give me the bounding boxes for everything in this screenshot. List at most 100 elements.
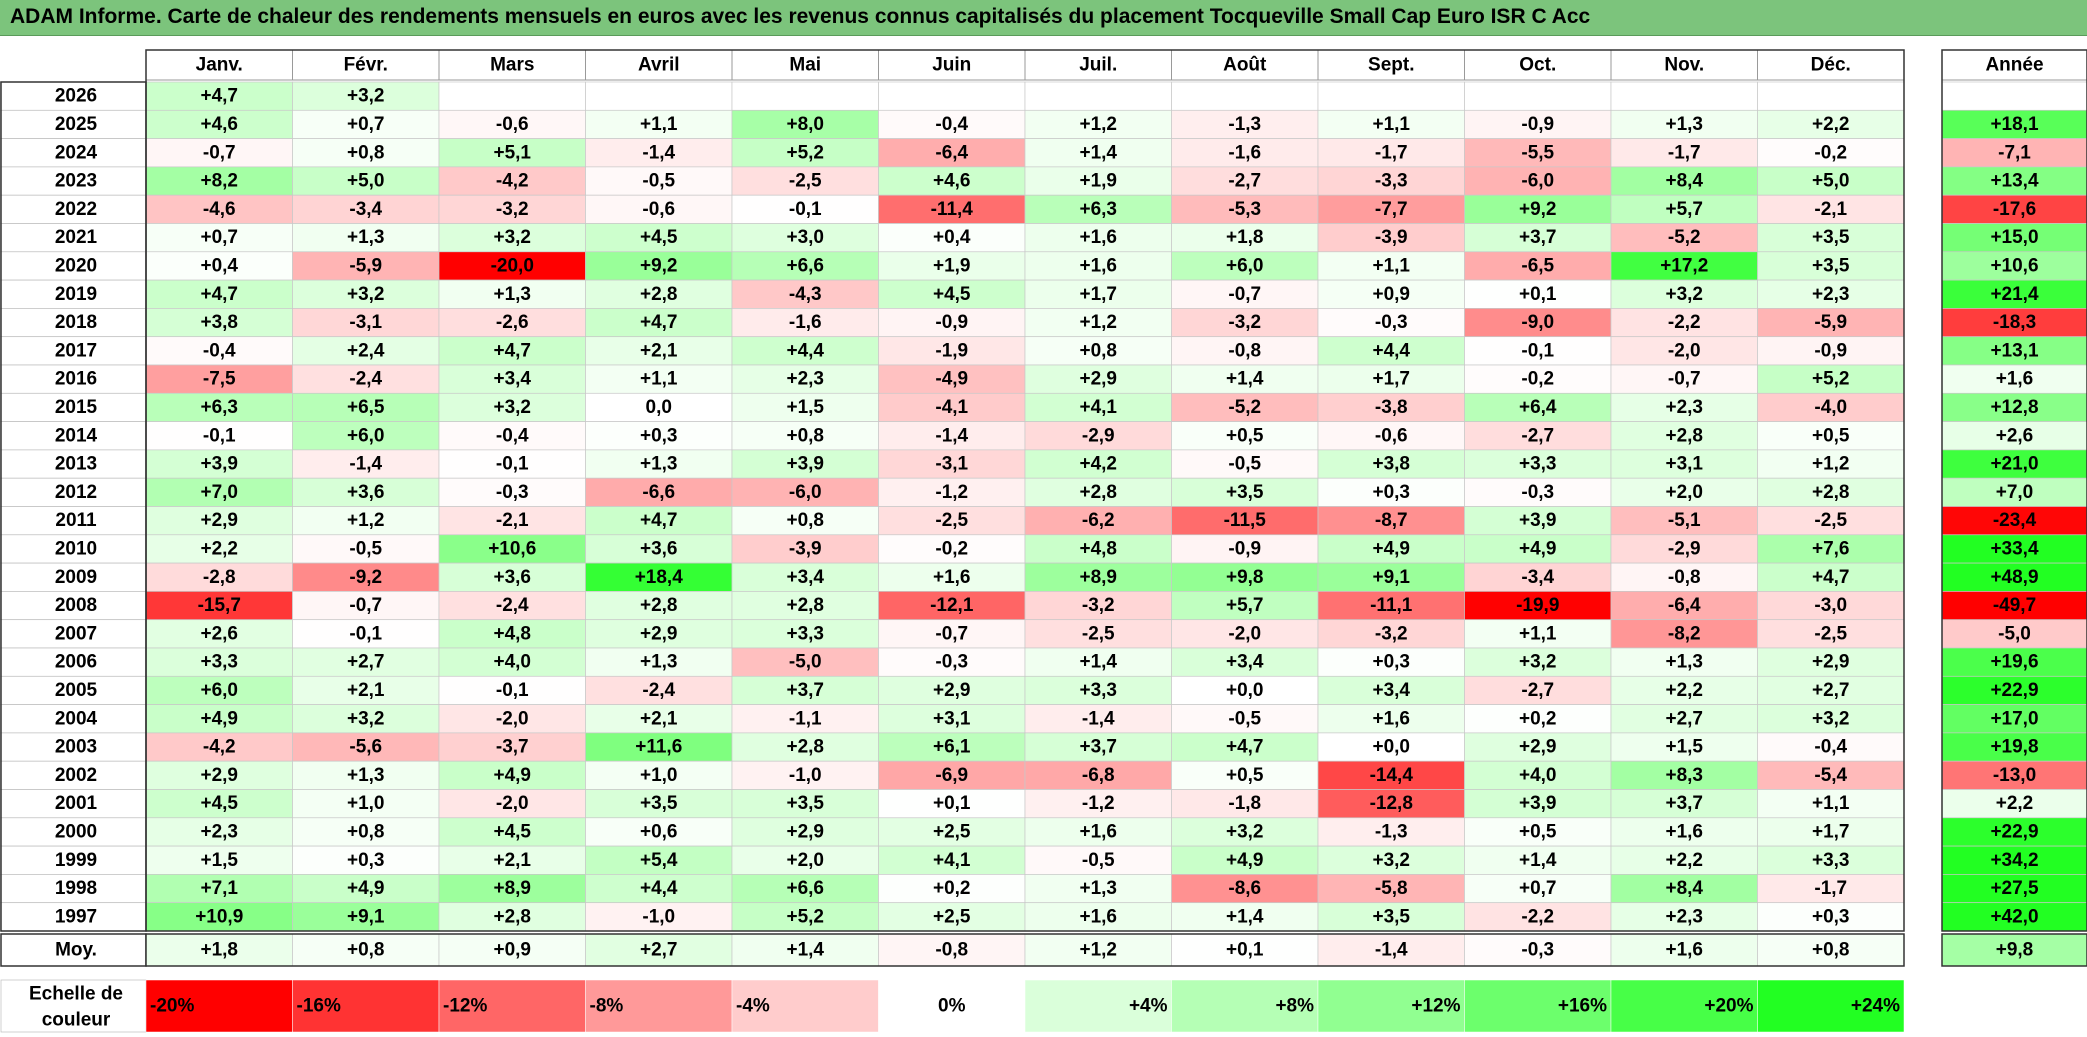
heatmap-cell-label: +1,3 xyxy=(1665,652,1703,673)
heatmap-cell-label: +3,4 xyxy=(786,567,824,588)
month-header-label: Févr. xyxy=(344,55,388,76)
heatmap-cell-label: -0,2 xyxy=(935,538,968,559)
heatmap-cell-label: +2,9 xyxy=(933,680,971,701)
year-label: 2004 xyxy=(55,708,98,729)
heatmap-cell-label: +2,1 xyxy=(347,680,385,701)
heatmap-cell-label: -3,2 xyxy=(1082,595,1115,616)
annual-cell-label: -23,4 xyxy=(1993,510,2037,531)
heatmap-cell-label: +3,3 xyxy=(200,652,238,673)
heatmap-cell-label: -7,5 xyxy=(203,369,236,390)
annual-cell-label: +34,2 xyxy=(1990,850,2038,871)
year-label: 2025 xyxy=(55,114,98,135)
heatmap-cell-label: -0,5 xyxy=(642,171,675,192)
heatmap-cell-label: +2,0 xyxy=(1665,482,1703,503)
heatmap-cell-label: +4,2 xyxy=(1079,454,1117,475)
heatmap-cell-label: -0,9 xyxy=(1814,340,1847,361)
heatmap-cell-label: +10,6 xyxy=(488,538,536,559)
heatmap-cell-label: -0,6 xyxy=(642,199,675,220)
heatmap-cell-label: +1,3 xyxy=(1665,114,1703,135)
heatmap-cell-label: -2,9 xyxy=(1668,538,1701,559)
heatmap-cell-label: +0,5 xyxy=(1812,425,1850,446)
heatmap-cell-label: +2,9 xyxy=(1812,652,1850,673)
heatmap-cell-label: -0,4 xyxy=(935,114,968,135)
annual-cell-label: -13,0 xyxy=(1993,765,2036,786)
heatmap-cell-label: +3,3 xyxy=(786,623,824,644)
heatmap-cell-label: -1,9 xyxy=(935,340,968,361)
heatmap-cell-label: -3,3 xyxy=(1375,171,1408,192)
heatmap-cell-label: -3,4 xyxy=(1521,567,1554,588)
heatmap-cell-label: -1,4 xyxy=(349,454,382,475)
heatmap-cell-label: +8,2 xyxy=(200,171,238,192)
heatmap-cell-label: -6,4 xyxy=(1668,595,1701,616)
heatmap-cell-label: +1,6 xyxy=(1079,227,1117,248)
month-header-label: Sept. xyxy=(1368,55,1414,76)
heatmap-cell-label: +1,1 xyxy=(1519,623,1557,644)
heatmap-cell-label: +2,8 xyxy=(640,284,678,305)
heatmap-cell-label: -1,6 xyxy=(1228,142,1261,163)
heatmap-cell-label: +1,6 xyxy=(933,567,971,588)
heatmap-cell-label: +1,6 xyxy=(1079,255,1117,276)
heatmap-cell-label: +0,6 xyxy=(640,821,678,842)
heatmap-cell-label: -2,1 xyxy=(1814,199,1847,220)
heatmap-cell-label: -0,4 xyxy=(1814,737,1847,758)
year-label: 2017 xyxy=(55,340,97,361)
average-cell-label: +0,8 xyxy=(347,940,385,961)
year-label: 2019 xyxy=(55,284,97,305)
heatmap-cell-label: -2,0 xyxy=(1228,623,1261,644)
year-label: 2009 xyxy=(55,567,97,588)
heatmap-cell-label: -11,4 xyxy=(931,199,974,220)
heatmap-cell-label: +3,9 xyxy=(786,454,824,475)
heatmap-cell-label: +6,1 xyxy=(933,737,971,758)
heatmap-cell-label: -2,0 xyxy=(1668,340,1701,361)
year-label: 2024 xyxy=(55,142,98,163)
color-scale-stop-label: -12% xyxy=(443,996,487,1017)
heatmap-cell-label: -0,3 xyxy=(496,482,529,503)
annual-cell-label: -49,7 xyxy=(1993,595,2036,616)
year-label: 2012 xyxy=(55,482,97,503)
heatmap-cell-label: -0,1 xyxy=(203,425,236,446)
annual-cell-label: +21,0 xyxy=(1990,454,2038,475)
annual-cell-label: +17,0 xyxy=(1990,708,2038,729)
average-cell-label: +1,4 xyxy=(786,940,824,961)
heatmap-cell-label: -11,1 xyxy=(1370,595,1413,616)
color-scale-stop-label: -16% xyxy=(297,996,341,1017)
heatmap-cell-label: -2,1 xyxy=(496,510,529,531)
heatmap-cell-label: +3,7 xyxy=(1519,227,1557,248)
heatmap-cell-label: -5,9 xyxy=(1814,312,1847,333)
color-scale-stop-label: +16% xyxy=(1558,996,1607,1017)
year-label: 1998 xyxy=(55,878,97,899)
heatmap-cell-label: -0,3 xyxy=(935,652,968,673)
heatmap-cell-label: +2,2 xyxy=(1812,114,1850,135)
year-label: 2000 xyxy=(55,821,97,842)
year-label: 2013 xyxy=(55,454,97,475)
heatmap-cell-label: +0,5 xyxy=(1519,821,1557,842)
heatmap-cell-label: +0,8 xyxy=(786,510,824,531)
annual-cell-label: +12,8 xyxy=(1990,397,2038,418)
heatmap-cell-label: -0,7 xyxy=(935,623,968,644)
heatmap-cell-label: -0,5 xyxy=(349,538,382,559)
heatmap-cell-label: +2,8 xyxy=(786,595,824,616)
heatmap-cell-label: +0,5 xyxy=(1226,425,1264,446)
heatmap-cell-label: -0,6 xyxy=(496,114,529,135)
heatmap-cell-label: +3,2 xyxy=(493,227,531,248)
heatmap-cell-label: +8,4 xyxy=(1665,171,1703,192)
annual-cell-label: +21,4 xyxy=(1990,284,2039,305)
heatmap-cell-label: +1,5 xyxy=(786,397,824,418)
heatmap-cell-label: +2,8 xyxy=(640,595,678,616)
heatmap-cell-label: +4,9 xyxy=(1519,538,1557,559)
heatmap-cell-label: +4,7 xyxy=(200,284,238,305)
heatmap-cell-label: +4,7 xyxy=(493,340,531,361)
heatmap-cell-label: +2,9 xyxy=(1519,737,1557,758)
heatmap-cell-label: +3,9 xyxy=(1519,793,1557,814)
color-scale-stop-label: +24% xyxy=(1851,996,1900,1017)
heatmap-cell-label: +0,3 xyxy=(640,425,678,446)
heatmap-cell-label: -5,4 xyxy=(1814,765,1847,786)
color-scale-stop-label: +8% xyxy=(1275,996,1314,1017)
heatmap-cell-label: +9,8 xyxy=(1226,567,1264,588)
heatmap-cell-label: +4,8 xyxy=(1079,538,1117,559)
heatmap-cell-label: -4,1 xyxy=(935,397,968,418)
heatmap-cell-label: -2,0 xyxy=(496,708,529,729)
heatmap-cell-label: +3,5 xyxy=(640,793,678,814)
heatmap-cell-label: +1,4 xyxy=(1519,850,1557,871)
heatmap-cell-label: -0,2 xyxy=(1521,369,1554,390)
